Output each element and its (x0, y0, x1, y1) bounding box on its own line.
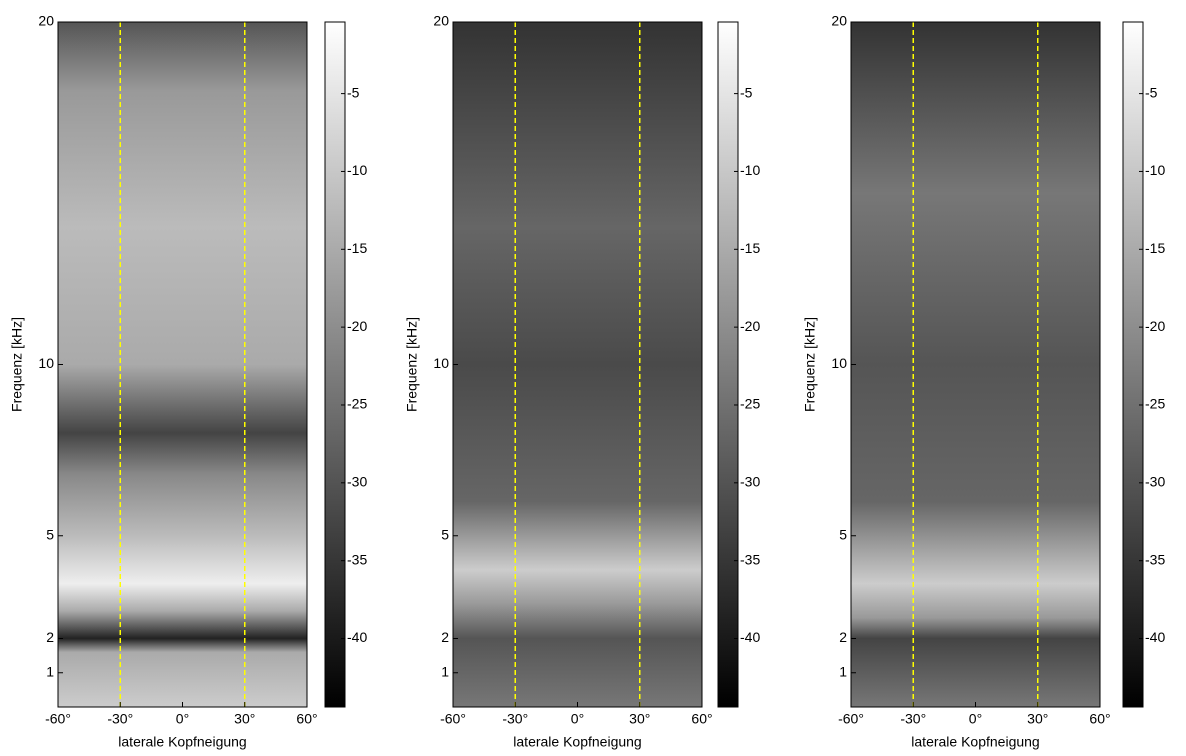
colorbar-tick-label: -35 (740, 551, 760, 567)
colorbar (1122, 21, 1144, 708)
colorbar-tick-label: -25 (347, 396, 367, 412)
y-tick-label: 10 (38, 355, 54, 371)
x-axis-label: laterale Kopfneigung (513, 734, 641, 750)
x-tick-label: 0° (969, 711, 982, 727)
y-axis-label: Frequenz [kHz] (404, 317, 420, 412)
colorbar-tick-label: -10 (347, 162, 367, 178)
heatmap-image (58, 22, 307, 707)
y-tick-label: 5 (46, 526, 54, 542)
y-tick-label: 2 (441, 629, 449, 645)
y-tick-label: 1 (441, 663, 449, 679)
colorbar-tick-label: -10 (1145, 162, 1165, 178)
x-tick-label: 30° (234, 711, 255, 727)
y-tick-label: 1 (839, 663, 847, 679)
colorbar-tick-label: -15 (1145, 240, 1165, 256)
colorbar-tick-label: -5 (1145, 84, 1158, 100)
x-tick-label: -60° (45, 711, 71, 727)
y-tick-label: 1 (46, 663, 54, 679)
colorbar-tick-label: -20 (740, 318, 760, 334)
y-tick-label: 2 (839, 629, 847, 645)
x-tick-label: 60° (1089, 711, 1110, 727)
colorbar-tick-label: -20 (347, 318, 367, 334)
y-axis-label: Frequenz [kHz] (802, 317, 818, 412)
x-tick-label: 60° (691, 711, 712, 727)
colorbar-tick-label: -40 (740, 629, 760, 645)
x-axis-label: laterale Kopfneigung (911, 734, 1039, 750)
colorbar-tick-label: -30 (740, 474, 760, 490)
y-tick-label: 5 (441, 526, 449, 542)
colorbar-tick-label: -20 (1145, 318, 1165, 334)
y-tick-label: 20 (38, 13, 54, 29)
colorbar-tick-label: -10 (740, 162, 760, 178)
colorbar-tick-label: -15 (740, 240, 760, 256)
colorbar-tick-label: -40 (1145, 629, 1165, 645)
x-tick-label: 0° (176, 711, 189, 727)
colorbar-tick-label: -35 (347, 551, 367, 567)
y-tick-label: 10 (433, 355, 449, 371)
colorbar-tick-label: -35 (1145, 551, 1165, 567)
y-tick-label: 20 (433, 13, 449, 29)
x-tick-label: 0° (571, 711, 584, 727)
colorbar-tick-label: -25 (740, 396, 760, 412)
x-tick-label: -60° (440, 711, 466, 727)
colorbar-tick-label: -15 (347, 240, 367, 256)
y-axis-label: Frequenz [kHz] (9, 317, 25, 412)
colorbar-tick-label: -30 (347, 474, 367, 490)
colorbar-tick-label: -30 (1145, 474, 1165, 490)
x-axis-label: laterale Kopfneigung (118, 734, 246, 750)
heatmap-image (453, 22, 702, 707)
heatmap-image (851, 22, 1100, 707)
y-tick-label: 5 (839, 526, 847, 542)
x-tick-label: -60° (838, 711, 864, 727)
x-tick-label: 60° (296, 711, 317, 727)
y-tick-label: 2 (46, 629, 54, 645)
x-tick-label: -30° (107, 711, 133, 727)
y-tick-label: 10 (831, 355, 847, 371)
x-tick-label: -30° (502, 711, 528, 727)
colorbar-tick-label: -5 (740, 84, 753, 100)
colorbar-tick-label: -40 (347, 629, 367, 645)
x-tick-label: 30° (1027, 711, 1048, 727)
x-tick-label: -30° (900, 711, 926, 727)
colorbar-tick-label: -5 (347, 84, 360, 100)
colorbar (324, 21, 346, 708)
x-tick-label: 30° (629, 711, 650, 727)
y-tick-label: 20 (831, 13, 847, 29)
colorbar (717, 21, 739, 708)
colorbar-tick-label: -25 (1145, 396, 1165, 412)
